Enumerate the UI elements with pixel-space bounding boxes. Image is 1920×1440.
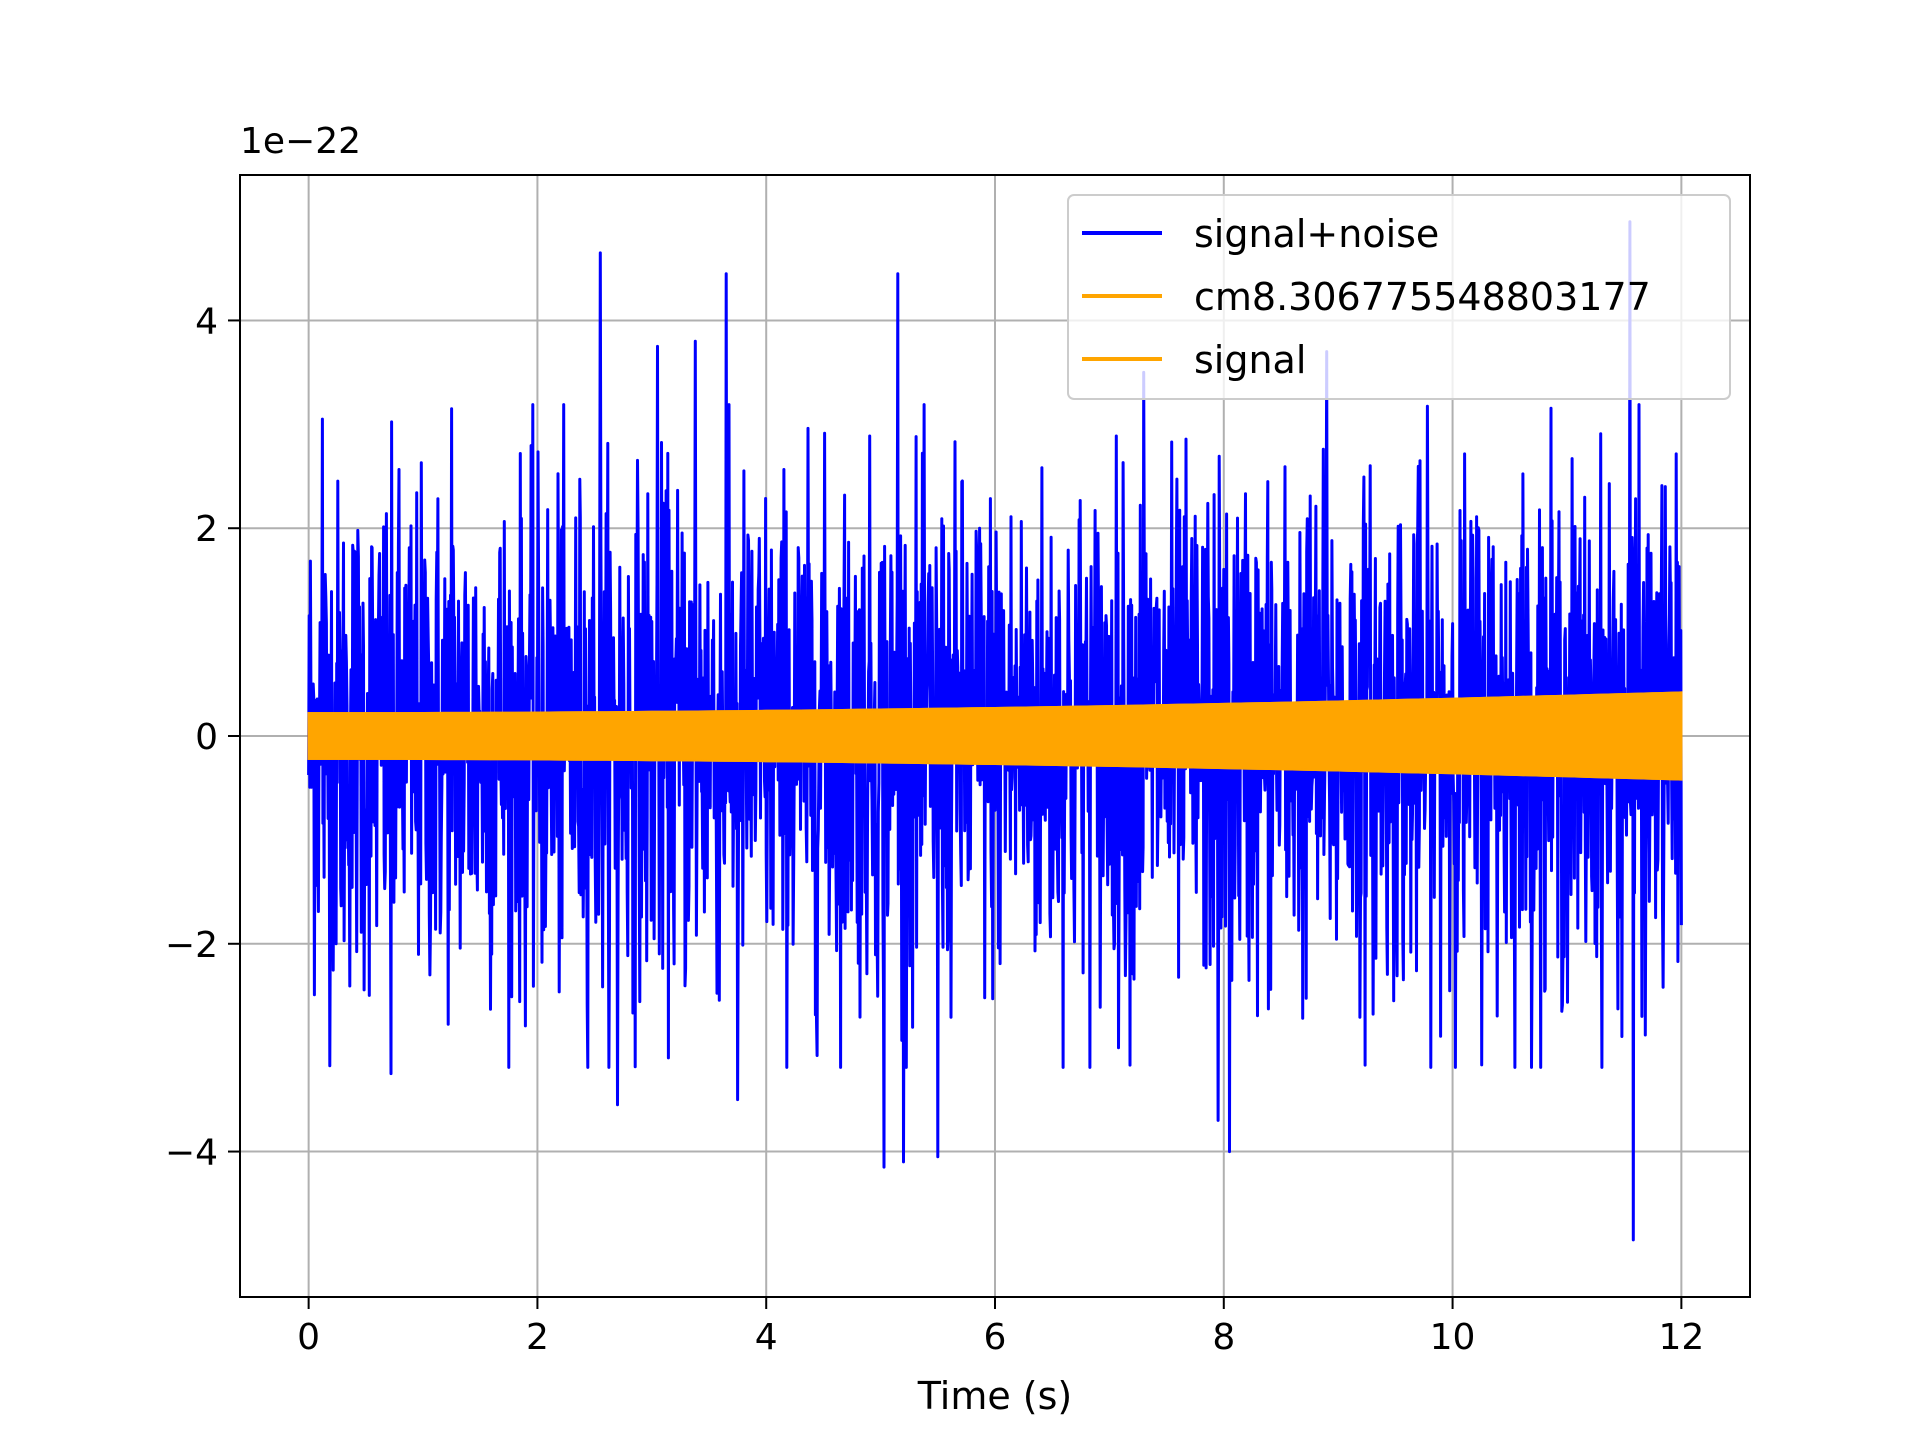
x-tick-label: 12 — [1658, 1317, 1704, 1358]
y-tick-label: 0 — [195, 717, 218, 758]
y-tick-label: −2 — [165, 925, 218, 966]
x-tick-label: 6 — [984, 1317, 1007, 1358]
y-tick-label: 2 — [195, 509, 218, 550]
plot-series — [307, 220, 1683, 1242]
x-tick-label: 2 — [526, 1317, 549, 1358]
x-tick-label: 4 — [755, 1317, 778, 1358]
y-offset-label: 1e−22 — [240, 121, 361, 162]
y-tick-label: 4 — [195, 301, 218, 342]
legend-label: cm8.306775548803177 — [1194, 275, 1651, 319]
x-tick-label: 0 — [297, 1317, 320, 1358]
legend-label: signal — [1194, 338, 1306, 382]
series-signal-band — [307, 691, 1683, 781]
legend-label: signal+noise — [1194, 212, 1439, 256]
y-tick-label: −4 — [165, 1133, 218, 1174]
x-axis-label: Time (s) — [917, 1374, 1073, 1418]
x-tick-label: 8 — [1212, 1317, 1235, 1358]
legend-box — [1067, 194, 1731, 400]
legend: signal+noise cm8.306775548803177 signal — [1067, 194, 1731, 400]
ticks: 0 2 4 6 8 10 12 −4 −2 0 2 4 — [165, 301, 1704, 1358]
x-tick-label: 10 — [1430, 1317, 1476, 1358]
